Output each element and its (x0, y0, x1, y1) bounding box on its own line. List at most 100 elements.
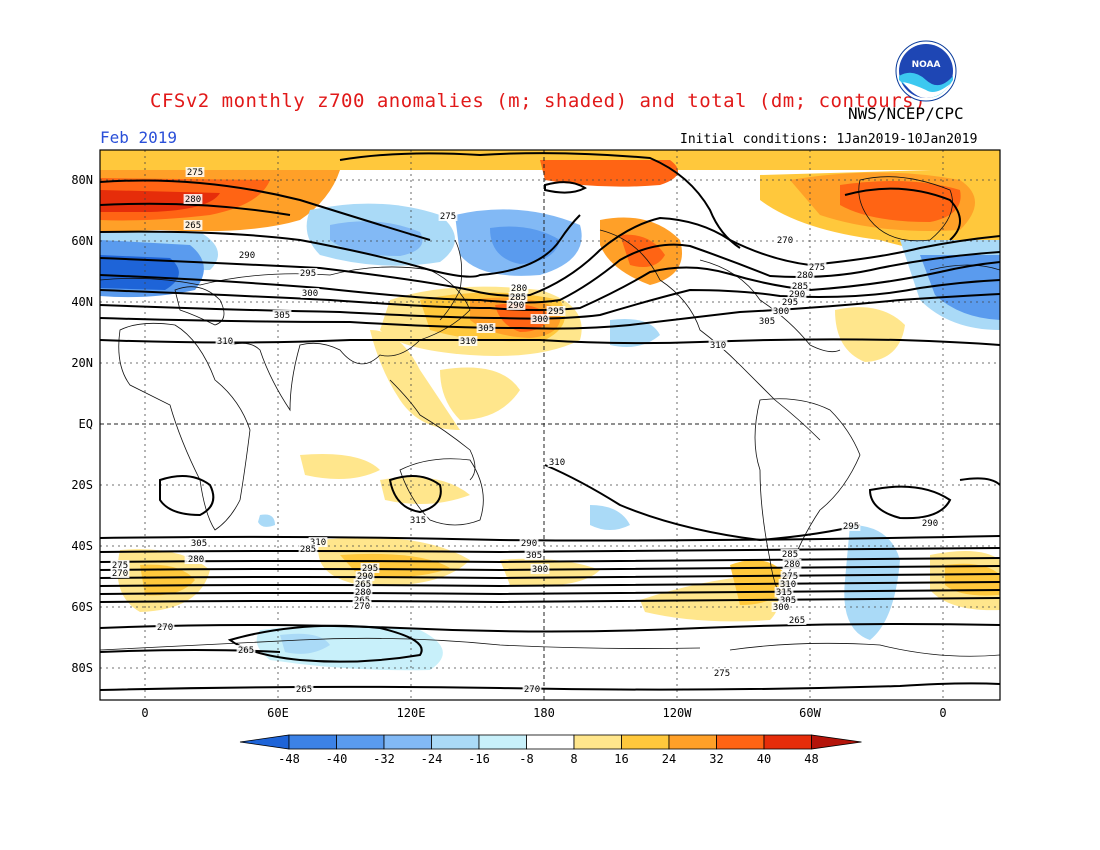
colorbar-swatch (431, 734, 480, 750)
colorbar-tick-label: -40 (326, 752, 348, 766)
colorbar-tick-label: 8 (570, 752, 577, 766)
contour-label: 295 (782, 298, 798, 308)
lon-label: 180 (533, 706, 555, 720)
colorbar-swatch (383, 734, 432, 750)
colorbar-tick-label: -48 (278, 752, 300, 766)
graticule (100, 150, 1000, 700)
colorbar-tick-label: 48 (804, 752, 818, 766)
initial-conditions: Initial conditions: 1Jan2019-10Jan2019 (680, 132, 978, 147)
agency-credit: NWS/NCEP/CPC (848, 104, 964, 123)
colorbar-left-arrow (239, 734, 290, 750)
contour-label: 300 (773, 307, 789, 317)
contour-label: 270 (354, 602, 370, 612)
contour-label: 275 (714, 669, 730, 679)
contour-label: 305 (274, 311, 290, 321)
contour-label: 310 (460, 337, 476, 347)
colorbar-swatch (526, 734, 575, 750)
lat-label: 20N (71, 356, 93, 370)
contour-label: 305 (780, 596, 796, 606)
contour-label: 295 (300, 269, 316, 279)
contour-label: 300 (532, 315, 548, 325)
contour-label: 290 (922, 519, 938, 529)
lon-label: 60W (799, 706, 821, 720)
forecast-month: Feb 2019 (100, 128, 178, 147)
lat-label: 80N (71, 173, 93, 187)
map-frame (99, 149, 1001, 701)
contour-labels: 2752802652902953003053102752802852903002… (110, 167, 940, 695)
lon-label: 120W (663, 706, 693, 720)
lat-label: 60S (71, 600, 93, 614)
contour-label: 290 (508, 301, 524, 311)
contour-label: 275 (782, 572, 798, 582)
map-title: CFSv2 monthly z700 anomalies (m; shaded)… (150, 90, 927, 112)
lat-label: 60N (71, 234, 93, 248)
contour-label: 265 (296, 685, 312, 695)
contour-label: 265 (238, 646, 254, 656)
contour-label: 285 (782, 550, 798, 560)
lon-label: 60E (267, 706, 289, 720)
colorbar-swatch (621, 734, 670, 750)
longitude-labels: 0 60E 120E 180 120W 60W 0 (141, 706, 946, 720)
contour-label: 315 (410, 516, 426, 526)
contour-label: 290 (521, 539, 537, 549)
contour-label: 270 (777, 236, 793, 246)
contour-label: 275 (440, 212, 456, 222)
contour-label: 280 (185, 195, 201, 205)
contour-label: 300 (773, 603, 789, 613)
contour-label: 275 (112, 561, 128, 571)
contour-label: 310 (217, 337, 233, 347)
contour-label: 265 (355, 580, 371, 590)
contour-label: 275 (809, 263, 825, 273)
lat-label: 20S (71, 478, 93, 492)
lon-label: 120E (397, 706, 426, 720)
contour-label: 305 (526, 551, 542, 561)
contour-label: 285 (792, 282, 808, 292)
contour-label: 305 (191, 539, 207, 549)
contour-label: 310 (310, 538, 326, 548)
contour-label: 305 (478, 324, 494, 334)
contour-label: 290 (789, 290, 805, 300)
contour-label: 290 (357, 572, 373, 582)
colorbar-swatch (716, 734, 765, 750)
contour-label: 285 (510, 293, 526, 303)
height-contours (100, 152, 1000, 691)
colorbar-tick-label: -32 (373, 752, 395, 766)
colorbar-tick-label: -16 (468, 752, 490, 766)
contour-label: 300 (302, 289, 318, 299)
contour-label: 305 (759, 317, 775, 327)
contour-label: 315 (776, 588, 792, 598)
contour-label: 270 (524, 685, 540, 695)
colorbar-tick-label: -8 (519, 752, 533, 766)
contour-label: 295 (843, 522, 859, 532)
contour-label: 280 (797, 271, 813, 281)
contour-label: 285 (300, 545, 316, 555)
contour-label: 280 (188, 555, 204, 565)
lat-label: EQ (79, 417, 93, 431)
contour-label: 290 (239, 251, 255, 261)
contour-label: 265 (789, 616, 805, 626)
contour-label: 295 (362, 564, 378, 574)
contour-label: 275 (187, 168, 203, 178)
colorbar-swatch (336, 734, 385, 750)
noaa-logo: NOAA (895, 40, 957, 102)
contour-label: 270 (157, 623, 173, 633)
lat-label: 40S (71, 539, 93, 553)
lon-label: 0 (141, 706, 148, 720)
contour-label: 310 (780, 580, 796, 590)
colorbar-tick-label: 32 (709, 752, 723, 766)
contour-label: 280 (511, 284, 527, 294)
colorbar-swatch (288, 734, 337, 750)
contour-label: 280 (784, 560, 800, 570)
colorbar-swatch (573, 734, 622, 750)
colorbar-right-arrow (811, 734, 862, 750)
colorbar-tick-label: 40 (757, 752, 771, 766)
contour-label: 300 (532, 565, 548, 575)
colorbar-swatch (478, 734, 527, 750)
colorbar-swatch (668, 734, 717, 750)
colorbar-tick-label: -24 (421, 752, 443, 766)
contour-label: 265 (185, 221, 201, 231)
contour-label: 270 (112, 569, 128, 579)
colorbar-tick-label: 16 (614, 752, 628, 766)
